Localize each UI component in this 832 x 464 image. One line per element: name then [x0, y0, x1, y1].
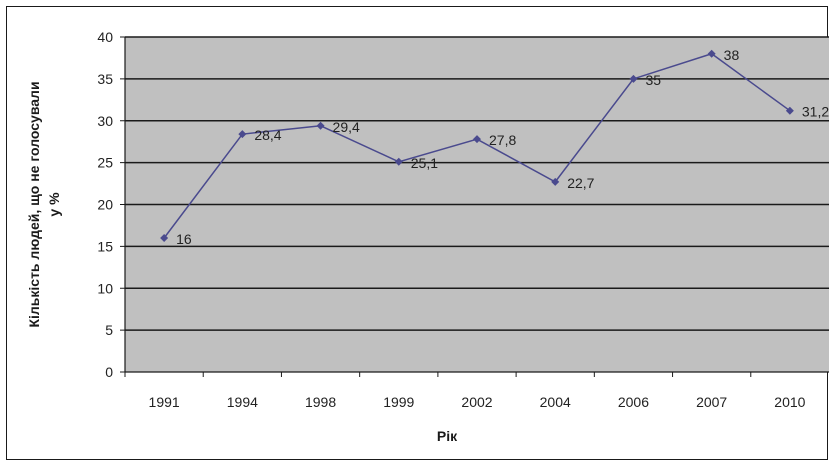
y-tick-label: 5: [105, 322, 113, 338]
y-axis-title: Кількість людей, що не голосували у %: [26, 81, 62, 327]
x-tick-label: 2006: [618, 394, 649, 410]
data-label: 25,1: [411, 155, 438, 171]
data-labels: 16 28,4 29,4 25,1 27,8 22,7 35 38 31,2: [176, 47, 829, 247]
y-tick-label: 0: [105, 364, 113, 380]
y-axis-title-line: у %: [46, 192, 62, 217]
data-point: [785, 106, 794, 115]
gridlines: [125, 36, 829, 331]
data-point: [707, 49, 716, 58]
data-label: 28,4: [254, 127, 281, 143]
data-label: 16: [176, 231, 192, 247]
x-tick-labels: 1991 1994 1998 1999 2002 2004 2006 2007 2010: [124, 372, 806, 410]
x-tick-label: 2010: [774, 394, 805, 410]
x-tick-label: 1999: [383, 394, 414, 410]
data-label: 31,2: [802, 104, 829, 120]
data-point: [316, 121, 325, 130]
y-axis-title-line: Кількість людей, що не голосували: [26, 81, 42, 327]
data-point: [160, 234, 169, 242]
x-tick-label: 1998: [305, 394, 336, 410]
data-point: [394, 157, 403, 166]
x-tick-label: 2002: [461, 394, 492, 410]
y-tick-label: 35: [97, 71, 113, 87]
x-axis-title: Рік: [437, 428, 458, 444]
y-tick-label: 15: [97, 238, 113, 254]
data-points: [160, 49, 794, 242]
data-point: [629, 74, 638, 83]
data-label: 35: [645, 72, 661, 88]
line-chart: 0 5 10 15 20 25 30 35 40 1991 1994 1998 1999 2002 200…: [26, 29, 829, 444]
data-label: 22,7: [567, 175, 594, 191]
y-tick-label: 40: [97, 29, 113, 45]
y-tick-label: 10: [97, 280, 113, 296]
data-point: [551, 177, 560, 186]
data-point: [473, 135, 481, 144]
x-tick-label: 2007: [696, 394, 727, 410]
data-label: 29,4: [333, 119, 360, 135]
data-label: 38: [724, 47, 740, 63]
x-tick-label: 1994: [227, 394, 258, 410]
y-tick-label: 20: [97, 197, 113, 213]
y-tick-labels: 0 5 10 15 20 25 30 35 40: [97, 29, 125, 380]
y-tick-label: 25: [97, 155, 113, 171]
y-tick-label: 30: [97, 113, 113, 129]
x-tick-label: 2004: [540, 394, 571, 410]
chart-frame: 0 5 10 15 20 25 30 35 40 1991 1994 1998 1999 2002 200…: [6, 6, 829, 460]
x-tick-label: 1991: [149, 394, 180, 410]
data-point: [238, 130, 247, 139]
data-label: 27,8: [489, 132, 516, 148]
